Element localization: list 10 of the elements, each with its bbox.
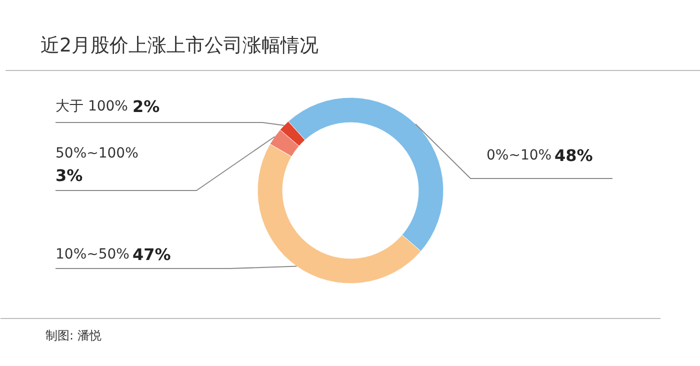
data-label: 3% bbox=[56, 166, 83, 185]
text: 制图: 潘悦 bbox=[46, 328, 102, 342]
slice-label: 大于 100% bbox=[56, 98, 128, 114]
data-label: 2% bbox=[132, 97, 160, 116]
chart-title: 近2月股价上涨上市公司涨幅情况 bbox=[40, 34, 319, 56]
data-label: 47% bbox=[132, 245, 171, 264]
slice-label: 50%~100% bbox=[56, 146, 138, 162]
data-label: 48% bbox=[554, 146, 593, 165]
slice-label: 0%~10% bbox=[486, 148, 552, 164]
slice-label: 10%~50% bbox=[56, 246, 130, 262]
